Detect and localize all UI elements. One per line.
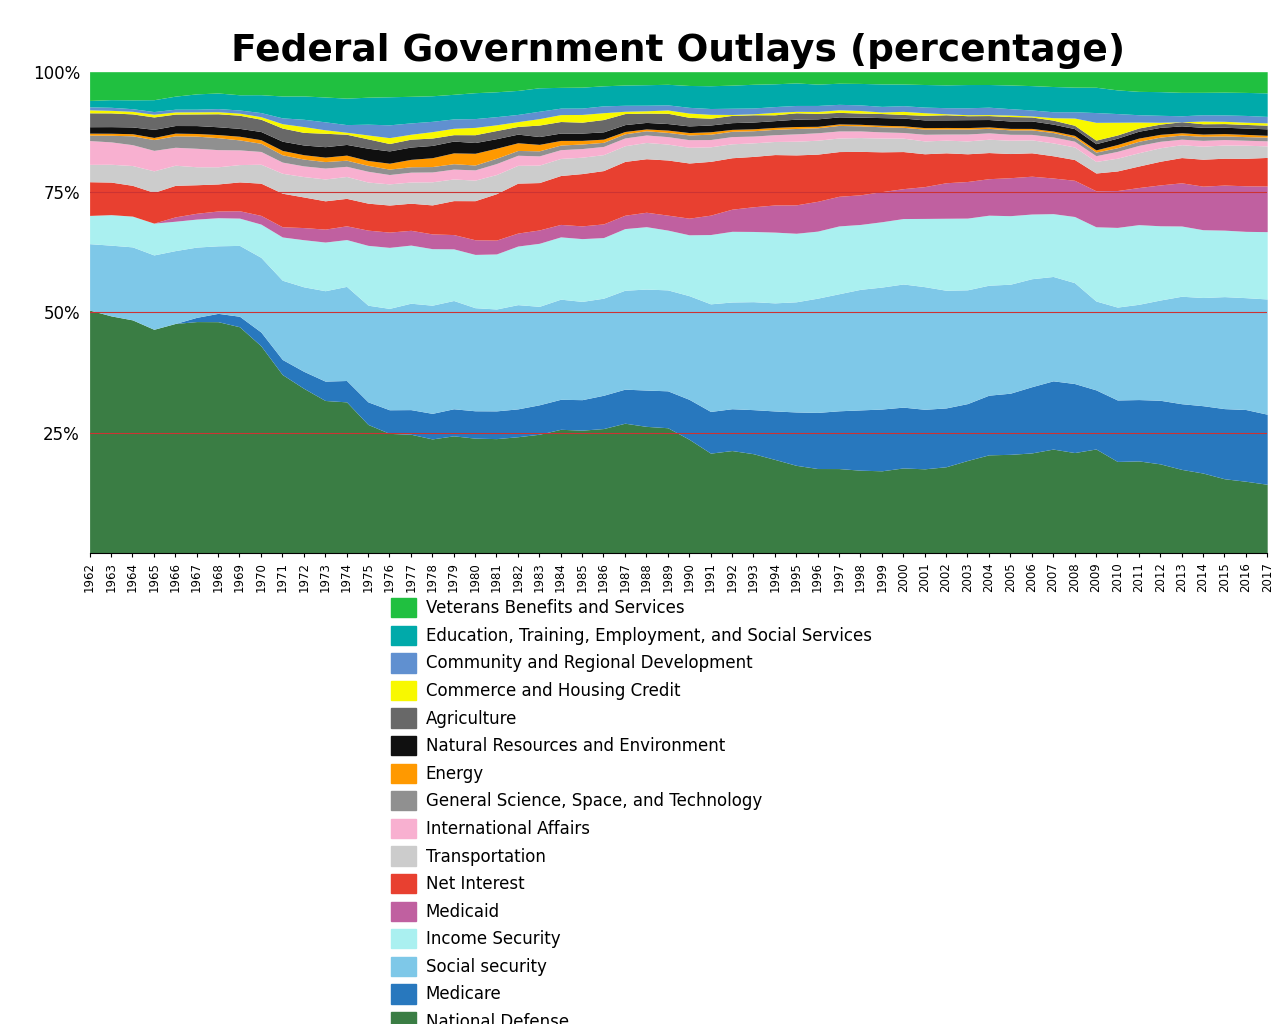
Title: Federal Government Outlays (percentage): Federal Government Outlays (percentage) bbox=[232, 33, 1125, 69]
Legend: Veterans Benefits and Services, Education, Training, Employment, and Social Serv: Veterans Benefits and Services, Educatio… bbox=[384, 592, 878, 1024]
